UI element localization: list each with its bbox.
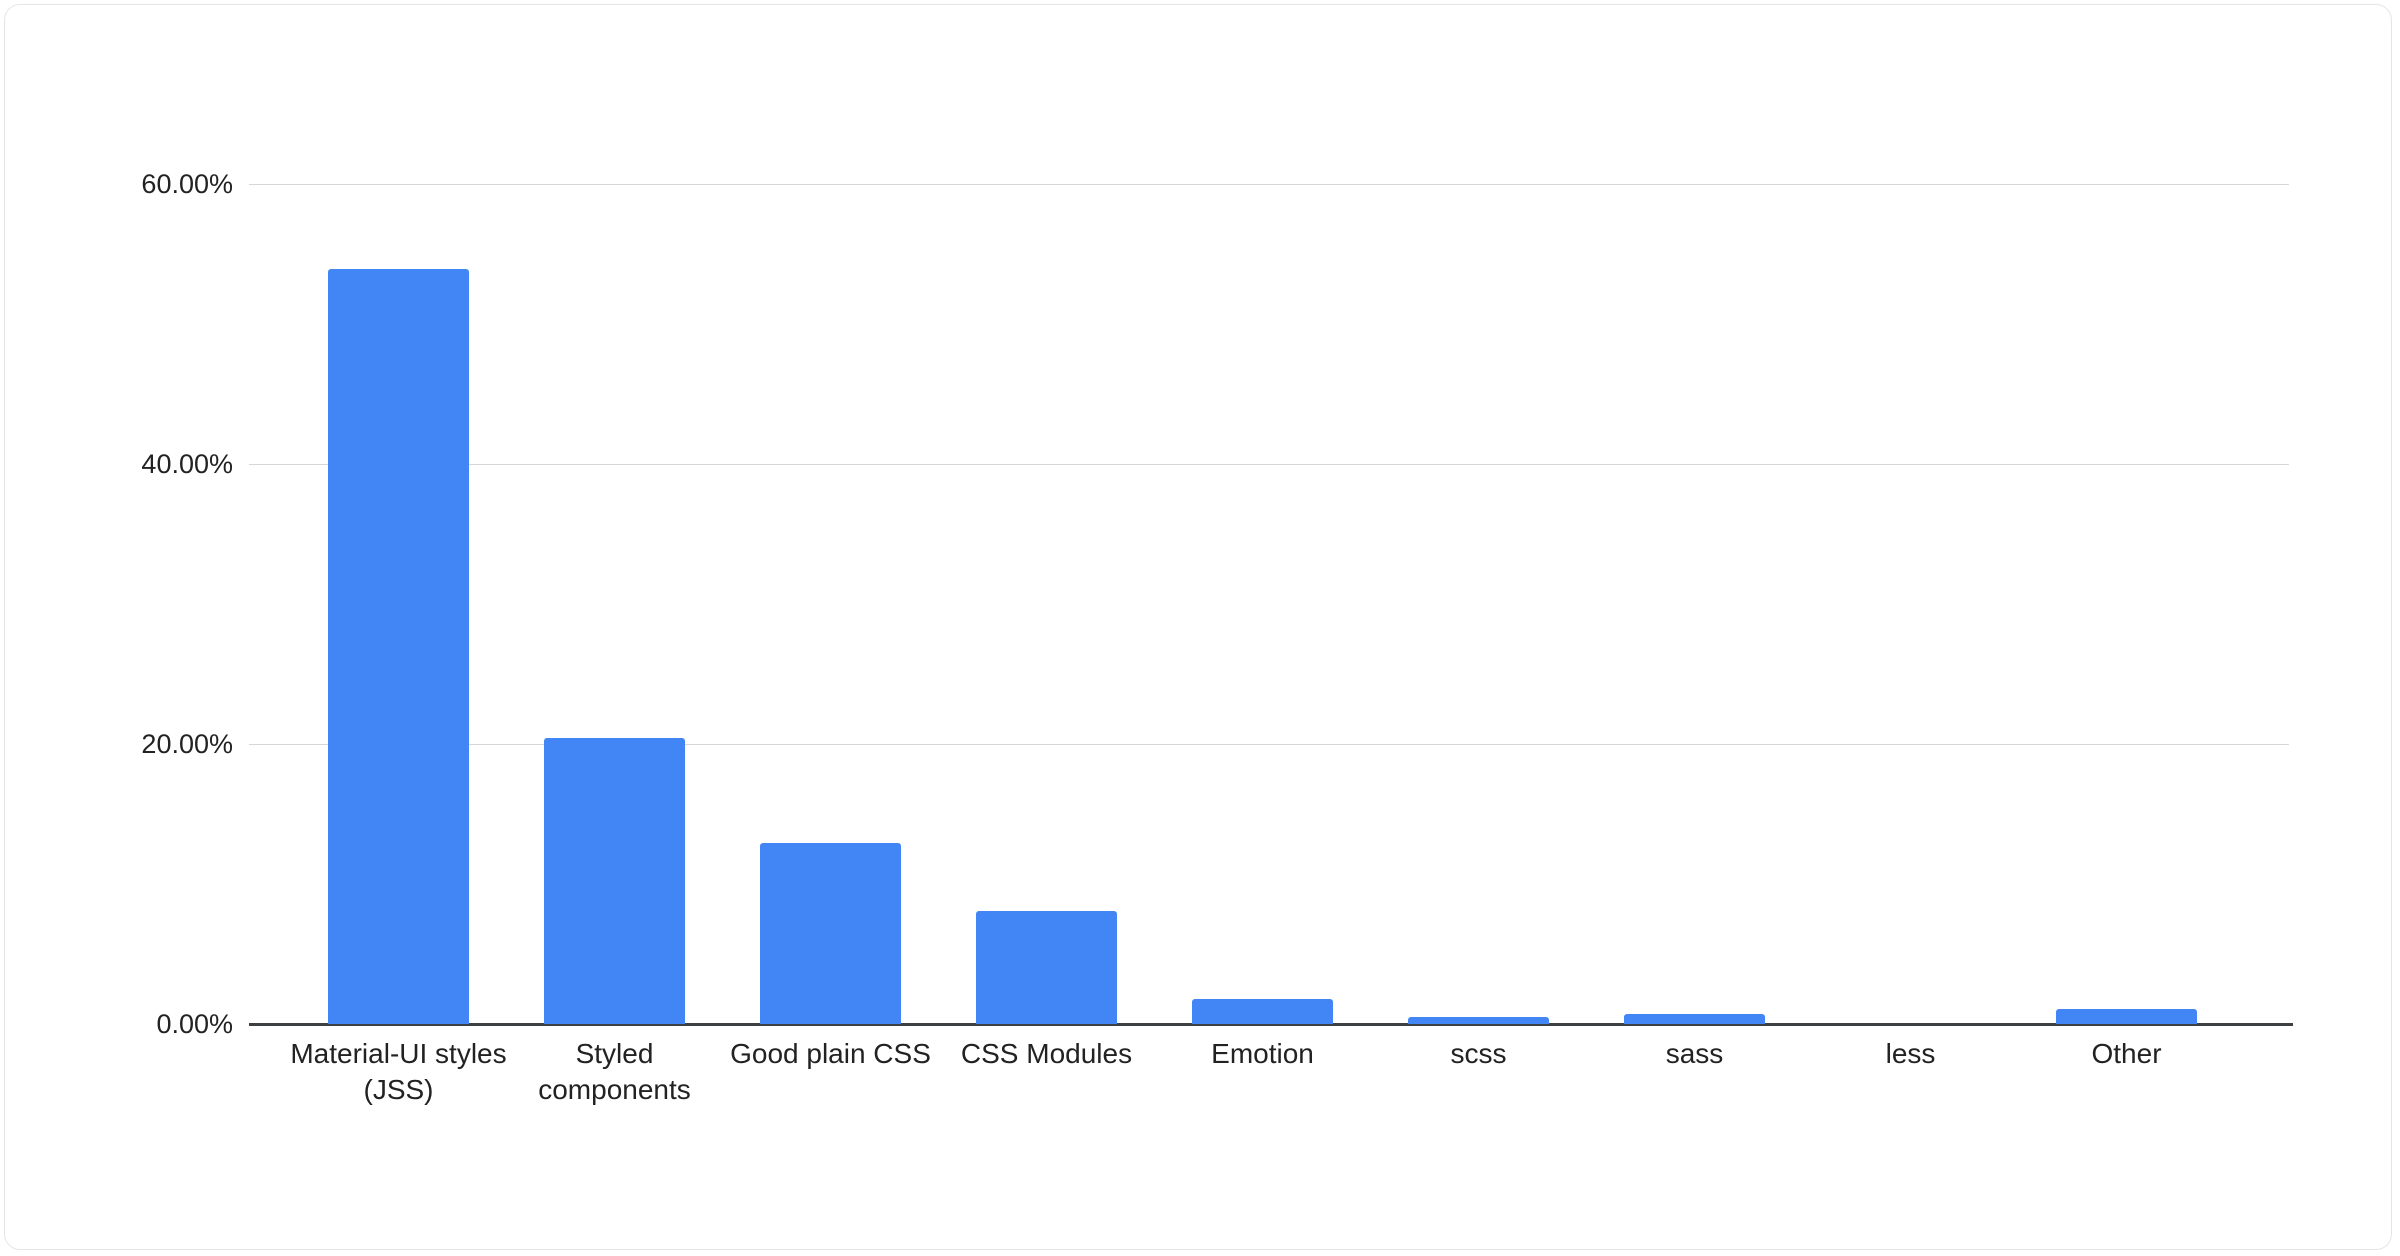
y-tick-label-60: 60.00% [5,171,233,198]
gridline-60 [249,184,2289,185]
chart-card: 60.00% 40.00% 20.00% 0.00% Material-UI s… [4,4,2392,1250]
x-label-text: Good plain CSS [730,1038,931,1069]
y-tick-label-40: 40.00% [5,451,233,478]
x-label-sass: sass [1584,1036,1805,1072]
bars-layer [5,5,2391,1024]
bar-scss[interactable] [1408,1017,1549,1024]
bar-emotion[interactable] [1192,998,1333,1024]
x-label-material-ui-styles-jss: Material-UI styles (JSS) [288,1036,509,1108]
bar-css-modules[interactable] [976,910,1117,1024]
x-label-other: Other [2016,1036,2237,1072]
y-tick-text: 0.00% [156,1009,233,1039]
y-tick-text: 20.00% [141,729,233,759]
y-tick-text: 60.00% [141,169,233,199]
bar-good-plain-css[interactable] [760,843,901,1024]
x-label-emotion: Emotion [1152,1036,1373,1072]
x-label-text: sass [1665,1038,1724,1069]
x-label-text: scss [1450,1038,1507,1069]
bar-other[interactable] [2056,1008,2197,1024]
x-label-scss: scss [1368,1036,1589,1072]
y-tick-label-20: 20.00% [5,731,233,758]
x-label-text: Emotion [1211,1038,1314,1069]
x-label-text: Material-UI styles (JSS) [290,1038,507,1105]
y-tick-text: 40.00% [141,449,233,479]
gridline-40 [249,464,2289,465]
bar-sass[interactable] [1624,1014,1765,1024]
x-label-text: Other [2091,1038,2162,1069]
x-label-less: less [1800,1036,2021,1072]
bar-material-ui-styles-jss[interactable] [328,269,469,1024]
gridline-20 [249,744,2289,745]
x-axis-line [249,1023,2293,1026]
x-label-text: CSS Modules [960,1038,1133,1069]
x-label-text: Styled components [538,1038,691,1105]
x-label-css-modules: CSS Modules [936,1036,1157,1072]
x-label-good-plain-css: Good plain CSS [720,1036,941,1072]
y-tick-label-0: 0.00% [5,1011,233,1038]
bar-styled-components[interactable] [544,738,685,1024]
bar-chart-plot-area: 60.00% 40.00% 20.00% 0.00% Material-UI s… [5,5,2391,1249]
x-label-text: less [1885,1038,1936,1069]
x-label-styled-components: Styled components [504,1036,725,1108]
